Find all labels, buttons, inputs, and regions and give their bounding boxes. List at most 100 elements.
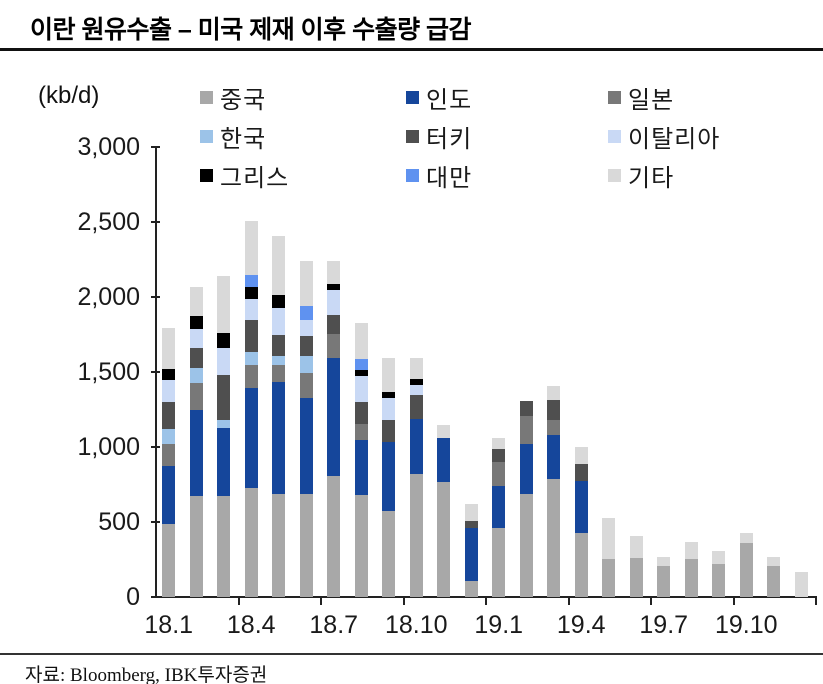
bar-segment-터키 xyxy=(519,400,533,416)
y-axis-tick xyxy=(151,371,160,373)
stacked-bar xyxy=(299,261,313,597)
y-axis-tick-label: 1,000 xyxy=(77,433,140,461)
bar-segment-터키 xyxy=(382,420,396,442)
bar-segment-인도 xyxy=(547,435,561,480)
bar-segment-이탈리아 xyxy=(244,298,258,320)
bar-segment-인도 xyxy=(382,441,396,511)
stacked-bar xyxy=(382,357,396,597)
bar-segment-기타 xyxy=(739,533,753,543)
stacked-bar xyxy=(244,221,258,597)
bar-segment-기타 xyxy=(217,276,231,333)
y-axis-tick xyxy=(151,521,160,523)
stacked-bar xyxy=(657,557,671,597)
x-axis-tick xyxy=(650,597,652,605)
bar-segment-기타 xyxy=(464,504,478,522)
bar-segment-기타 xyxy=(162,327,176,369)
bar-segment-중국 xyxy=(492,528,506,597)
y-axis-tick-label: 2,000 xyxy=(77,283,140,311)
legend-item-이탈리아: 이탈리아 xyxy=(608,123,720,153)
legend-swatch-그리스 xyxy=(200,168,213,182)
bar-segment-터키 xyxy=(299,336,313,357)
stacked-bar xyxy=(492,438,506,597)
bar-segment-그리스 xyxy=(162,369,176,381)
legend-item-그리스: 그리스 xyxy=(200,162,289,192)
bar-segment-일본 xyxy=(327,333,341,358)
legend-swatch-중국 xyxy=(200,90,213,104)
bar-segment-인도 xyxy=(299,398,313,495)
stacked-bar xyxy=(519,400,533,597)
legend-swatch-이탈리아 xyxy=(608,129,621,143)
bar-segment-터키 xyxy=(574,464,588,481)
legend-label: 대만 xyxy=(426,164,473,192)
bar-segment-기타 xyxy=(437,425,451,438)
bar-segment-그리스 xyxy=(382,392,396,399)
bar-segment-한국 xyxy=(162,429,176,444)
y-axis-tick-label: 3,000 xyxy=(77,133,140,161)
bar-segment-한국 xyxy=(217,420,231,429)
x-axis-tick xyxy=(732,597,735,605)
x-axis-tick xyxy=(237,597,240,605)
bar-segment-이탈리아 xyxy=(272,308,286,336)
y-axis-tick xyxy=(151,146,160,148)
legend-item-대만: 대만 xyxy=(406,162,472,192)
x-axis-tick-label: 19.10 xyxy=(714,611,778,639)
bar-segment-기타 xyxy=(547,386,561,400)
legend-label: 이탈리아 xyxy=(628,125,721,153)
bar-segment-인도 xyxy=(409,419,423,474)
bar-segment-중국 xyxy=(409,474,423,597)
x-axis-tick-label: 19.4 xyxy=(556,611,606,639)
bar-segment-일본 xyxy=(189,383,203,411)
stacked-bar xyxy=(767,556,781,597)
bar-segment-중국 xyxy=(354,495,368,597)
legend-label: 인도 xyxy=(426,86,473,114)
source-note: 자료: Bloomberg, IBK투자증권 xyxy=(25,665,268,684)
stacked-bar xyxy=(574,447,588,597)
bar-segment-그리스 xyxy=(217,333,231,348)
bar-segment-이탈리아 xyxy=(189,329,203,348)
bar-segment-대만 xyxy=(354,358,368,370)
bar-segment-인도 xyxy=(244,387,258,489)
stacked-bar xyxy=(464,504,478,597)
bar-segment-그리스 xyxy=(327,284,341,291)
bar-segment-그리스 xyxy=(354,369,368,376)
stacked-bar xyxy=(217,276,231,597)
stacked-bar xyxy=(437,425,451,597)
legend-label: 기타 xyxy=(628,164,675,192)
bar-segment-중국 xyxy=(657,566,671,597)
bar-segment-인도 xyxy=(464,528,478,581)
bar-segment-기타 xyxy=(574,447,588,465)
bar-segment-이탈리아 xyxy=(217,348,231,375)
y-axis-tick-label: 500 xyxy=(98,508,140,536)
bar-segment-그리스 xyxy=(244,286,258,299)
bar-segment-기타 xyxy=(382,357,396,393)
legend-label: 터키 xyxy=(426,125,473,153)
legend-label: 중국 xyxy=(220,86,267,114)
legend-swatch-한국 xyxy=(200,129,213,143)
bar-segment-중국 xyxy=(272,494,286,597)
bar-segment-이탈리아 xyxy=(354,375,368,402)
bar-segment-인도 xyxy=(272,381,286,495)
bar-segment-터키 xyxy=(162,402,176,429)
y-axis-tick-label: 2,500 xyxy=(77,208,140,236)
bar-segment-기타 xyxy=(657,557,671,567)
bar-segment-그리스 xyxy=(189,315,203,330)
x-axis-tick-label: 19.1 xyxy=(474,611,524,639)
bar-segment-터키 xyxy=(492,448,506,462)
bar-segment-인도 xyxy=(189,410,203,496)
bar-segment-한국 xyxy=(189,368,203,384)
bar-segment-대만 xyxy=(244,274,258,287)
x-axis-tick-label: 18.10 xyxy=(384,611,448,639)
y-axis-tick xyxy=(151,446,160,448)
bar-segment-인도 xyxy=(354,439,368,495)
bar-segment-터키 xyxy=(189,348,203,369)
x-axis-tick-label: 18.4 xyxy=(226,611,276,639)
bar-segment-중국 xyxy=(629,558,643,597)
y-axis-tick-label: 0 xyxy=(126,583,140,611)
bar-segment-일본 xyxy=(492,462,506,486)
bar-segment-중국 xyxy=(382,510,396,597)
legend-item-터키: 터키 xyxy=(406,123,472,153)
bar-segment-인도 xyxy=(492,486,506,528)
bar-segment-일본 xyxy=(162,444,176,466)
bar-segment-터키 xyxy=(272,335,286,356)
bar-segment-중국 xyxy=(189,495,203,597)
